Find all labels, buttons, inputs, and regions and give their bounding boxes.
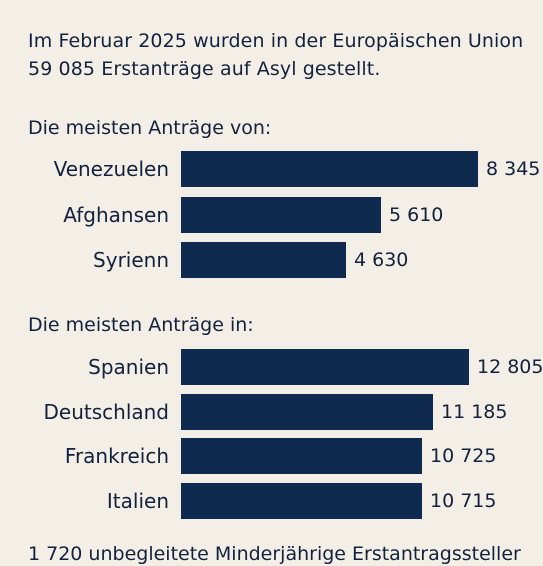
bar-label: Frankreich	[64, 444, 169, 468]
intro-text: Im Februar 2025 wurden in der Europäisch…	[28, 27, 538, 83]
bar-value-label: 11 185	[441, 401, 508, 423]
bar-label: Syrienn	[93, 248, 169, 272]
bar-value-label: 12 805	[477, 356, 543, 378]
bar-label: Deutschland	[43, 400, 170, 424]
intro-line-2: 59 085 Erstanträge auf Asyl gestellt.	[28, 58, 381, 80]
bar	[181, 438, 422, 474]
bar-label: Italien	[106, 489, 169, 513]
bar	[181, 197, 381, 233]
bar-value-label: 5 610	[389, 204, 444, 226]
bar-value-label: 10 725	[430, 445, 497, 467]
bar-label: Afghansen	[63, 203, 169, 227]
bar-value-label: 8 345	[486, 158, 541, 180]
chart-2-title: Die meisten Anträge in:	[28, 314, 254, 336]
bar	[181, 394, 433, 430]
bar	[181, 349, 469, 385]
bar-label: Venezuelen	[53, 157, 169, 181]
bar-value-label: 10 715	[430, 490, 497, 512]
bar-value-label: 4 630	[354, 249, 409, 271]
bar	[181, 242, 346, 278]
bar-label: Spanien	[88, 355, 169, 379]
chart-1-title: Die meisten Anträge von:	[28, 117, 272, 139]
bar	[181, 483, 422, 519]
bar	[181, 151, 478, 187]
footer-text: 1 720 unbegleitete Minderjährige Erstant…	[28, 543, 521, 565]
intro-line-1: Im Februar 2025 wurden in der Europäisch…	[28, 30, 524, 52]
